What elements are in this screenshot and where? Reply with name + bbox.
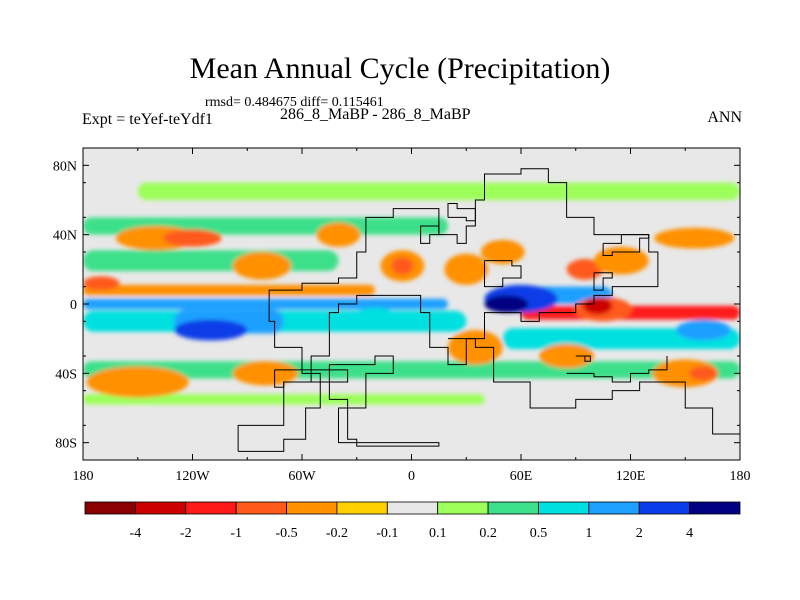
- coastline: [420, 220, 440, 244]
- precip-anomaly: [484, 295, 529, 313]
- y-tick-label: 40S: [55, 367, 77, 382]
- colorbar-label: 2: [636, 526, 643, 541]
- colorbar-label: 1: [585, 526, 592, 541]
- colorbar-swatch: [689, 501, 741, 515]
- colorbar-label: -4: [130, 526, 142, 541]
- precip-anomaly: [594, 246, 649, 275]
- season-label: ANN: [707, 109, 742, 126]
- stats-label: rmsd= 0.484675 diff= 0.115461: [205, 95, 384, 110]
- y-axis: 80N 40N 0 40S 80S: [53, 147, 740, 461]
- coastlines: [237, 168, 740, 452]
- coastline: [448, 338, 740, 440]
- colorbar-swatch: [286, 501, 338, 515]
- colorbar-swatch: [487, 501, 539, 515]
- colorbar-swatch: [638, 501, 691, 515]
- x-tick-label: 120W: [175, 469, 210, 484]
- chart-subtitle: 286_8_MaBP - 286_8_MaBP: [280, 106, 471, 123]
- colorbar: -4 -2 -1 -0.5 -0.2 -0.1 0.1 0.2 0.5 1 2 4: [84, 501, 741, 541]
- colorbar-swatch: [588, 501, 640, 515]
- colorbar-label: -1: [230, 526, 242, 541]
- colorbar-swatch: [437, 501, 489, 515]
- precip-anomaly: [652, 359, 719, 388]
- chart-title: Mean Annual Cycle (Precipitation): [189, 52, 611, 85]
- coastline: [328, 355, 440, 447]
- y-tick-label: 80N: [53, 159, 77, 174]
- precip-anomaly: [163, 229, 222, 247]
- precip-anomaly: [174, 319, 248, 341]
- coastline: [237, 168, 659, 452]
- x-tick-label: 180: [73, 469, 94, 484]
- precip-anomaly: [654, 227, 735, 249]
- precip-anomaly: [232, 361, 299, 386]
- precip-band: [83, 298, 448, 310]
- colorbar-label: 0.2: [479, 526, 497, 541]
- colorbar-swatch: [84, 501, 136, 515]
- coastline: [575, 355, 591, 362]
- colorbar-swatch: [336, 501, 388, 515]
- precip-band: [137, 182, 740, 200]
- colorbar-label: -0.5: [275, 526, 297, 541]
- precip-anomaly: [391, 257, 414, 275]
- precip-band: [83, 250, 339, 272]
- coastline: [566, 356, 668, 383]
- x-tick-label: 120E: [616, 469, 646, 484]
- y-tick-label: 40N: [53, 229, 77, 244]
- colorbar-swatch: [235, 501, 287, 515]
- coastline: [602, 234, 650, 256]
- colorbar-swatch: [134, 501, 187, 515]
- precip-band: [83, 284, 375, 296]
- x-tick-label: 180: [730, 469, 751, 484]
- precip-anomaly: [86, 366, 189, 398]
- x-tick-label: 0: [408, 469, 415, 484]
- colorbar-swatch: [538, 501, 590, 515]
- precip-anomaly: [353, 307, 397, 329]
- colorbar-label: 0.5: [530, 526, 548, 541]
- coastline: [484, 260, 522, 288]
- x-tick-label: 60E: [510, 469, 533, 484]
- x-axis: 180 120W 60W 0 60E 120E 180: [73, 148, 751, 484]
- precip-anomaly: [480, 239, 525, 265]
- precip-anomaly: [316, 222, 361, 247]
- y-tick-label: 0: [70, 298, 77, 313]
- precip-anomaly: [444, 253, 489, 285]
- precip-anomaly: [539, 343, 594, 369]
- colorbar-label: -0.1: [376, 526, 398, 541]
- precip-anomaly: [232, 252, 292, 280]
- colorbar-swatch: [386, 501, 439, 515]
- coastline: [274, 369, 349, 388]
- precip-anomaly: [676, 319, 731, 341]
- colorbar-swatch: [185, 501, 237, 515]
- precip-anomaly: [83, 276, 120, 291]
- precip-anomaly: [583, 297, 613, 315]
- coastline: [593, 272, 613, 291]
- colorbar-label: 4: [686, 526, 693, 541]
- colorbar-label: -0.2: [326, 526, 348, 541]
- precip-anomaly: [688, 366, 719, 381]
- y-tick-label: 80S: [55, 437, 77, 452]
- colorbar-label: 0.1: [429, 526, 447, 541]
- x-tick-label: 60W: [288, 469, 316, 484]
- colorbar-label: -2: [180, 526, 192, 541]
- experiment-label: Expt = teYef-teYdf1: [82, 111, 213, 128]
- coastline: [447, 202, 476, 222]
